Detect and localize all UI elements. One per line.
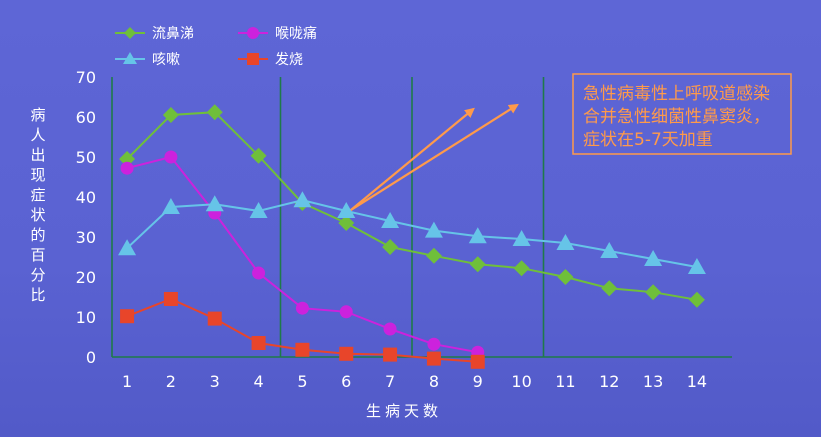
data-point bbox=[381, 212, 400, 228]
data-point bbox=[382, 239, 399, 255]
data-point bbox=[119, 151, 136, 167]
data-point bbox=[251, 336, 266, 350]
data-point bbox=[469, 256, 486, 273]
legend: 流鼻涕 喉咙痛 咳嗽 发烧 bbox=[115, 25, 317, 68]
data-point bbox=[426, 351, 441, 366]
x-tick-label: 6 bbox=[341, 372, 351, 391]
y-tick-label: 20 bbox=[76, 268, 96, 287]
annotation-arrow bbox=[350, 103, 519, 212]
annotation-layer: 急性病毒性上呼吸道感染 合并急性细菌性鼻窦炎， 症状在5-7天加重 bbox=[349, 73, 792, 212]
data-point bbox=[206, 104, 223, 121]
data-point bbox=[557, 269, 574, 285]
x-tick-label: 3 bbox=[210, 372, 220, 391]
data-point bbox=[252, 266, 266, 280]
grid-layer bbox=[279, 77, 545, 357]
data-point bbox=[556, 234, 575, 250]
x-tick-label: 9 bbox=[473, 372, 483, 391]
data-point bbox=[427, 337, 441, 351]
data-point bbox=[645, 284, 662, 301]
x-tick-label: 2 bbox=[166, 372, 176, 391]
y-tick-label: 10 bbox=[76, 308, 96, 327]
annotation-line-1: 急性病毒性上呼吸道感染 bbox=[583, 84, 770, 104]
series-line bbox=[126, 199, 698, 268]
data-point bbox=[513, 260, 530, 277]
y-tick-label: 30 bbox=[76, 228, 96, 247]
annotation-box bbox=[572, 73, 792, 155]
data-point bbox=[338, 215, 355, 231]
x-tick-label: 10 bbox=[511, 372, 531, 391]
data-point bbox=[424, 221, 443, 238]
legend-label-cough: 咳嗽 bbox=[152, 52, 180, 68]
data-point bbox=[383, 322, 397, 336]
data-point bbox=[383, 347, 398, 362]
legend-item-runny-nose: 流鼻涕 bbox=[115, 25, 194, 42]
data-point bbox=[207, 311, 222, 326]
legend-label-sore-throat: 喉咙痛 bbox=[275, 25, 317, 42]
x-tick-label: 11 bbox=[555, 372, 575, 391]
data-point bbox=[161, 198, 180, 214]
x-tick-label: 4 bbox=[253, 372, 263, 391]
data-point bbox=[644, 250, 663, 266]
data-point bbox=[512, 230, 531, 246]
data-point bbox=[687, 258, 706, 274]
data-point bbox=[688, 291, 705, 308]
data-point bbox=[118, 239, 137, 256]
data-point bbox=[120, 161, 134, 175]
data-point bbox=[295, 342, 310, 357]
legend-item-fever: 发烧 bbox=[238, 52, 303, 68]
data-point bbox=[205, 195, 224, 212]
legend-label-runny-nose: 流鼻涕 bbox=[152, 25, 194, 42]
data-point bbox=[163, 292, 178, 306]
data-point bbox=[250, 147, 267, 164]
data-point bbox=[468, 227, 487, 244]
x-tick-label: 7 bbox=[385, 372, 395, 391]
legend-item-cough: 咳嗽 bbox=[115, 52, 180, 68]
y-tick-label: 60 bbox=[76, 108, 96, 127]
data-point bbox=[600, 242, 619, 258]
data-point bbox=[295, 301, 309, 315]
x-tick-label: 8 bbox=[429, 372, 439, 391]
data-point bbox=[425, 247, 442, 264]
data-point bbox=[120, 309, 135, 324]
y-tick-label: 0 bbox=[86, 348, 96, 367]
annotation-line-2: 合并急性细菌性鼻窦炎， bbox=[583, 107, 770, 127]
x-tick-label: 14 bbox=[687, 372, 707, 391]
data-point bbox=[339, 305, 353, 319]
x-tick-label: 12 bbox=[599, 372, 619, 391]
annotation-arrow bbox=[349, 107, 475, 212]
y-tick-label: 70 bbox=[76, 68, 96, 87]
y-tick-label: 40 bbox=[76, 188, 96, 207]
data-point bbox=[293, 191, 312, 208]
data-point bbox=[164, 150, 178, 164]
series-line bbox=[126, 111, 698, 301]
x-tick-label: 5 bbox=[297, 372, 307, 391]
data-point bbox=[470, 354, 485, 369]
y-tick-label: 50 bbox=[76, 148, 96, 167]
data-point bbox=[601, 280, 618, 297]
y-axis-label: 病人出现症状的百分比 bbox=[30, 106, 45, 304]
legend-item-sore-throat: 喉咙痛 bbox=[238, 25, 317, 42]
data-point bbox=[249, 202, 268, 218]
data-point bbox=[337, 202, 356, 218]
x-tick-label: 13 bbox=[643, 372, 663, 391]
legend-label-fever: 发烧 bbox=[275, 52, 303, 68]
x-tick-label: 1 bbox=[122, 372, 132, 391]
series-layer bbox=[118, 104, 706, 369]
data-point bbox=[162, 107, 179, 123]
data-point bbox=[339, 346, 354, 361]
annotation-line-3: 症状在5-7天加重 bbox=[583, 130, 713, 150]
x-axis-label: 生病天数 bbox=[366, 402, 442, 420]
